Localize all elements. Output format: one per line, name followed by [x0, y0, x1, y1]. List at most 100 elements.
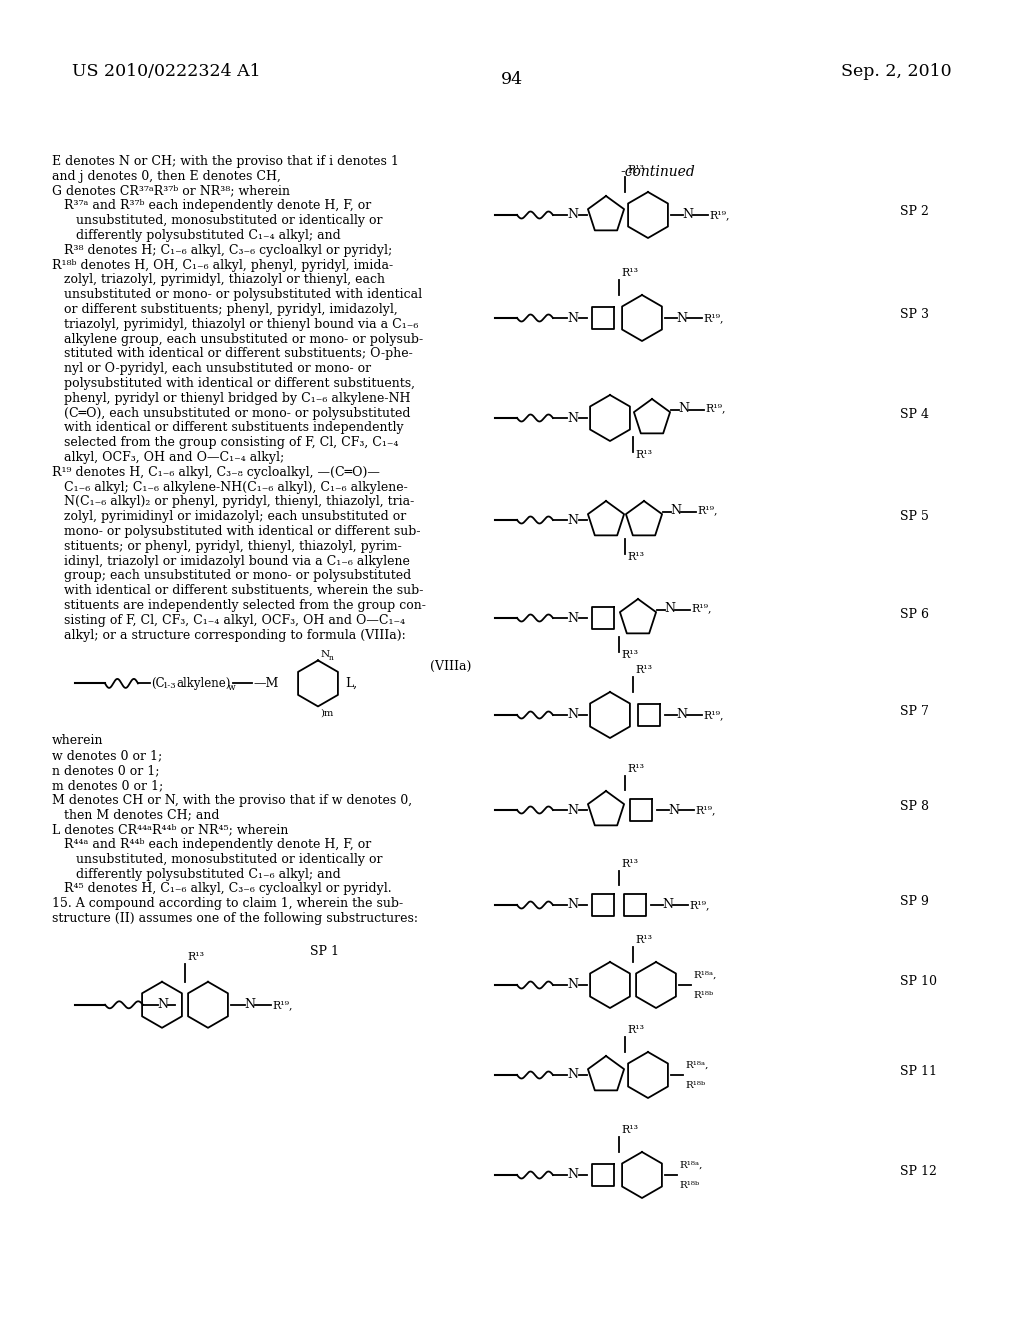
Text: R¹³: R¹³ [621, 268, 638, 279]
Text: R¹⁹,: R¹⁹, [703, 710, 724, 719]
Text: alkylene group, each unsubstituted or mono- or polysub-: alkylene group, each unsubstituted or mo… [52, 333, 423, 346]
Text: stituted with identical or different substituents; O-phe-: stituted with identical or different sub… [52, 347, 413, 360]
Text: alkyl; or a structure corresponding to formula (VIIIa):: alkyl; or a structure corresponding to f… [52, 628, 406, 642]
Text: unsubstituted, monosubstituted or identically or: unsubstituted, monosubstituted or identi… [52, 214, 383, 227]
Text: (C: (C [151, 677, 165, 690]
Text: structure (II) assumes one of the following substructures:: structure (II) assumes one of the follow… [52, 912, 418, 925]
Text: N: N [567, 709, 579, 722]
Text: R¹⁸ᵇ: R¹⁸ᵇ [679, 1180, 699, 1189]
Text: —M: —M [253, 677, 279, 690]
Text: or different substituents; phenyl, pyridyl, imidazolyl,: or different substituents; phenyl, pyrid… [52, 304, 397, 315]
Text: R³⁸ denotes H; C₁₋₆ alkyl, C₃₋₆ cycloalkyl or pyridyl;: R³⁸ denotes H; C₁₋₆ alkyl, C₃₋₆ cycloalk… [52, 244, 392, 257]
Text: R¹⁹,: R¹⁹, [695, 805, 716, 814]
Text: )m: )m [319, 709, 333, 717]
Text: SP 5: SP 5 [900, 510, 929, 523]
Text: R¹³: R¹³ [621, 649, 638, 660]
Text: idinyl, triazolyl or imidazolyl bound via a C₁₋₆ alkylene: idinyl, triazolyl or imidazolyl bound vi… [52, 554, 410, 568]
Text: R¹⁹,: R¹⁹, [697, 506, 718, 515]
Text: SP 11: SP 11 [900, 1065, 937, 1078]
Text: R¹³: R¹³ [621, 859, 638, 869]
Text: then M denotes CH; and: then M denotes CH; and [52, 808, 219, 821]
Text: group; each unsubstituted or mono- or polysubstituted: group; each unsubstituted or mono- or po… [52, 569, 412, 582]
Text: N: N [245, 998, 256, 1011]
Text: 15. A compound according to claim 1, wherein the sub-: 15. A compound according to claim 1, whe… [52, 898, 403, 911]
Text: N: N [567, 412, 579, 425]
Text: 1-3: 1-3 [163, 682, 176, 690]
Text: unsubstituted or mono- or polysubstituted with identical: unsubstituted or mono- or polysubstitute… [52, 288, 422, 301]
Text: SP 6: SP 6 [900, 609, 929, 620]
Text: -continued: -continued [620, 165, 694, 180]
Text: w denotes 0 or 1;: w denotes 0 or 1; [52, 750, 162, 762]
Text: R¹⁸ᵃ,: R¹⁸ᵃ, [693, 970, 717, 979]
Text: zolyl, pyrimidinyl or imidazolyl; each unsubstituted or: zolyl, pyrimidinyl or imidazolyl; each u… [52, 511, 407, 523]
Text: R¹³: R¹³ [627, 165, 644, 176]
Text: C₁₋₆ alkyl; C₁₋₆ alkylene-NH(C₁₋₆ alkyl), C₁₋₆ alkylene-: C₁₋₆ alkyl; C₁₋₆ alkylene-NH(C₁₋₆ alkyl)… [52, 480, 408, 494]
Text: R¹³: R¹³ [187, 952, 204, 962]
Text: with identical or different substituents independently: with identical or different substituents… [52, 421, 403, 434]
Text: R¹⁹,: R¹⁹, [703, 313, 724, 323]
Text: N: N [567, 899, 579, 912]
Text: N: N [567, 513, 579, 527]
Text: R¹⁸ᵃ,: R¹⁸ᵃ, [679, 1160, 702, 1170]
Text: R¹³: R¹³ [635, 665, 652, 675]
Text: R¹³: R¹³ [635, 450, 652, 459]
Text: N(C₁₋₆ alkyl)₂ or phenyl, pyridyl, thienyl, thiazolyl, tria-: N(C₁₋₆ alkyl)₂ or phenyl, pyridyl, thien… [52, 495, 415, 508]
Text: 94: 94 [501, 71, 523, 88]
Text: R¹³: R¹³ [635, 935, 652, 945]
Text: N: N [321, 651, 330, 660]
Text: triazolyl, pyrimidyl, thiazolyl or thienyl bound via a C₁₋₆: triazolyl, pyrimidyl, thiazolyl or thien… [52, 318, 419, 331]
Text: N: N [567, 209, 579, 222]
Text: SP 12: SP 12 [900, 1166, 937, 1177]
Text: SP 10: SP 10 [900, 975, 937, 987]
Text: N: N [665, 602, 676, 615]
Text: mono- or polysubstituted with identical or different sub-: mono- or polysubstituted with identical … [52, 525, 421, 539]
Text: L denotes CR⁴⁴ᵃR⁴⁴ᵇ or NR⁴⁵; wherein: L denotes CR⁴⁴ᵃR⁴⁴ᵇ or NR⁴⁵; wherein [52, 824, 289, 836]
Text: N: N [567, 611, 579, 624]
Text: R⁴⁵ denotes H, C₁₋₆ alkyl, C₃₋₆ cycloalkyl or pyridyl.: R⁴⁵ denotes H, C₁₋₆ alkyl, C₃₋₆ cycloalk… [52, 882, 391, 895]
Text: N: N [669, 804, 680, 817]
Text: R¹⁸ᵇ: R¹⁸ᵇ [685, 1081, 706, 1089]
Text: N: N [683, 209, 693, 222]
Text: phenyl, pyridyl or thienyl bridged by C₁₋₆ alkylene-NH: phenyl, pyridyl or thienyl bridged by C₁… [52, 392, 411, 405]
Text: R¹⁸ᵇ: R¹⁸ᵇ [693, 990, 713, 999]
Text: N: N [679, 401, 689, 414]
Text: stituents; or phenyl, pyridyl, thienyl, thiazolyl, pyrim-: stituents; or phenyl, pyridyl, thienyl, … [52, 540, 401, 553]
Text: (VIIIa): (VIIIa) [430, 660, 471, 673]
Text: R¹⁹,: R¹⁹, [709, 210, 729, 220]
Text: R¹⁹ denotes H, C₁₋₆ alkyl, C₃₋₈ cycloalkyl, —(C═O)—: R¹⁹ denotes H, C₁₋₆ alkyl, C₃₋₈ cycloalk… [52, 466, 380, 479]
Text: R¹⁹,: R¹⁹, [705, 403, 725, 413]
Text: Sep. 2, 2010: Sep. 2, 2010 [842, 63, 952, 81]
Text: L,: L, [345, 677, 357, 690]
Text: G denotes CR³⁷ᵃR³⁷ᵇ or NR³⁸; wherein: G denotes CR³⁷ᵃR³⁷ᵇ or NR³⁸; wherein [52, 185, 290, 198]
Text: N: N [567, 312, 579, 325]
Text: SP 3: SP 3 [900, 308, 929, 321]
Text: zolyl, triazolyl, pyrimidyl, thiazolyl or thienyl, each: zolyl, triazolyl, pyrimidyl, thiazolyl o… [52, 273, 385, 286]
Text: R¹⁹,: R¹⁹, [272, 999, 293, 1010]
Text: R³⁷ᵃ and R³⁷ᵇ each independently denote H, F, or: R³⁷ᵃ and R³⁷ᵇ each independently denote … [52, 199, 372, 213]
Text: N: N [671, 503, 682, 516]
Text: N: N [567, 1068, 579, 1081]
Text: N: N [677, 312, 687, 325]
Text: M denotes CH or N, with the proviso that if w denotes 0,: M denotes CH or N, with the proviso that… [52, 793, 412, 807]
Text: R¹³: R¹³ [627, 552, 644, 562]
Text: N: N [677, 709, 687, 722]
Text: and j denotes 0, then E denotes CH,: and j denotes 0, then E denotes CH, [52, 170, 281, 182]
Text: SP 2: SP 2 [900, 205, 929, 218]
Text: N: N [158, 998, 169, 1011]
Text: wherein: wherein [52, 734, 103, 747]
Text: R¹⁹,: R¹⁹, [691, 603, 712, 612]
Text: R¹³: R¹³ [627, 1026, 644, 1035]
Text: N: N [567, 978, 579, 991]
Text: SP 8: SP 8 [900, 800, 929, 813]
Text: differently polysubstituted C₁₋₆ alkyl; and: differently polysubstituted C₁₋₆ alkyl; … [52, 867, 341, 880]
Text: alkylene): alkylene) [176, 677, 230, 690]
Text: m denotes 0 or 1;: m denotes 0 or 1; [52, 779, 163, 792]
Text: n: n [329, 655, 334, 663]
Text: with identical or different substituents, wherein the sub-: with identical or different substituents… [52, 585, 423, 597]
Text: SP 4: SP 4 [900, 408, 929, 421]
Text: N: N [567, 1168, 579, 1181]
Text: US 2010/0222324 A1: US 2010/0222324 A1 [72, 63, 261, 81]
Text: R¹⁸ᵇ denotes H, OH, C₁₋₆ alkyl, phenyl, pyridyl, imida-: R¹⁸ᵇ denotes H, OH, C₁₋₆ alkyl, phenyl, … [52, 259, 393, 272]
Text: SP 7: SP 7 [900, 705, 929, 718]
Text: N: N [567, 804, 579, 817]
